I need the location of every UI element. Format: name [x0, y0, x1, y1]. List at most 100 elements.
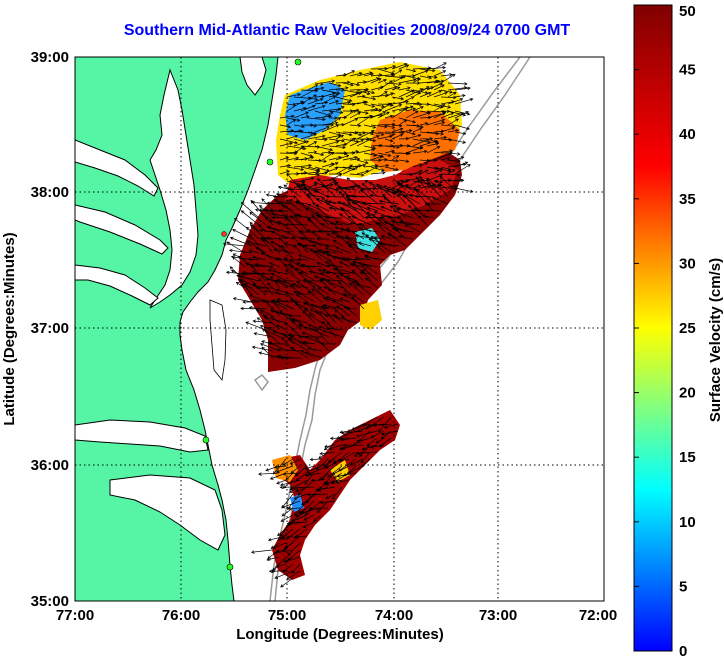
- velocity-field-south-blue: [290, 494, 304, 512]
- velocity-arrow: [285, 291, 302, 310]
- velocity-arrow: [339, 261, 351, 268]
- velocity-arrow: [325, 493, 336, 499]
- x-tick-label: 74:00: [375, 607, 413, 624]
- velocity-arrow: [419, 122, 429, 126]
- velocity-arrow: [317, 268, 330, 275]
- velocity-arrow: [301, 237, 323, 247]
- velocity-arrow: [328, 138, 345, 143]
- velocity-arrow: [328, 206, 351, 212]
- velocity-arrow: [279, 164, 292, 168]
- velocity-arrow: [304, 500, 322, 516]
- velocity-arrow: [356, 147, 376, 154]
- velocity-arrow: [433, 121, 446, 126]
- velocity-arrow: [312, 285, 330, 303]
- velocity-arrow: [377, 91, 388, 98]
- velocity-arrow: [339, 297, 351, 303]
- velocity-arrow: [356, 131, 366, 135]
- velocity-arrow: [255, 246, 274, 261]
- velocity-arrow: [346, 177, 365, 191]
- velocity-arrow: [447, 178, 463, 182]
- velocity-arrow: [289, 215, 302, 226]
- velocity-arrow: [412, 69, 429, 77]
- velocity-arrow: [324, 244, 336, 248]
- velocity-arrow: [335, 154, 350, 161]
- velocity-arrow: [387, 233, 407, 247]
- velocity-arrow: [286, 129, 302, 133]
- y-axis-label: Latitude (Degrees:Minutes): [1, 232, 18, 425]
- velocity-arrow: [261, 328, 281, 345]
- colorbar-tick-label: 10: [679, 514, 696, 531]
- velocity-arrow: [305, 465, 322, 473]
- velocity-arrow: [311, 213, 323, 226]
- velocity-arrow: [285, 269, 302, 282]
- velocity-arrow: [305, 351, 323, 359]
- velocity-arrow: [432, 196, 449, 205]
- velocity-arrow: [248, 305, 267, 310]
- velocity-arrow: [297, 184, 323, 191]
- velocity-arrow: [273, 465, 287, 469]
- velocity-arrow: [328, 162, 339, 168]
- velocity-arrow: [376, 183, 393, 198]
- velocity-arrow: [383, 423, 399, 429]
- velocity-arrow: [279, 309, 295, 324]
- velocity-arrow: [295, 486, 308, 493]
- velocity-arrow: [339, 235, 358, 240]
- velocity-arrow: [440, 73, 456, 84]
- velocity-arrow: [339, 227, 358, 233]
- x-axis-ticks: 77:00 76:00 75:00 74:00 73:00 72:00: [56, 607, 617, 624]
- velocity-arrow: [377, 131, 396, 136]
- velocity-arrow: [325, 215, 344, 220]
- velocity-arrow: [286, 117, 301, 122]
- velocity-arrow: [270, 241, 281, 247]
- colorbar-tick-label: 5: [679, 578, 687, 595]
- velocity-arrow: [433, 168, 444, 175]
- velocity-arrow: [250, 549, 273, 554]
- velocity-arrow: [440, 166, 452, 171]
- colorbar-tick-label: 0: [679, 643, 687, 659]
- velocity-arrow: [321, 111, 334, 119]
- velocity-arrow: [272, 542, 287, 549]
- velocity-arrow: [434, 179, 449, 191]
- velocity-arrow: [244, 283, 260, 296]
- velocity-arrow: [370, 430, 385, 438]
- velocity-arrow: [405, 89, 422, 95]
- velocity-arrow: [248, 249, 260, 254]
- velocity-arrow: [378, 217, 393, 226]
- velocity-arrow: [347, 244, 372, 254]
- radar-station-marker-red: [221, 231, 227, 237]
- velocity-arrow: [293, 493, 308, 500]
- velocity-arrow: [419, 169, 429, 175]
- velocity-arrow: [440, 124, 456, 128]
- velocity-arrow: [440, 173, 461, 177]
- velocity-arrow: [359, 444, 371, 458]
- velocity-arrow: [332, 240, 344, 247]
- velocity-arrow: [303, 514, 315, 521]
- velocity-arrow: [273, 549, 294, 555]
- velocity-arrow: [283, 263, 295, 275]
- velocity-arrow: [302, 302, 316, 310]
- rappahannock-river: [75, 204, 169, 255]
- velocity-arrow: [306, 229, 323, 240]
- velocity-arrow: [370, 78, 382, 84]
- velocity-arrow: [306, 193, 323, 198]
- velocity-arrow: [307, 218, 323, 233]
- velocity-arrow: [286, 134, 299, 140]
- velocity-arrow: [232, 297, 253, 303]
- velocity-arrow: [318, 465, 336, 481]
- velocity-arrow: [454, 161, 469, 168]
- velocity-arrow: [426, 145, 441, 154]
- velocity-arrow: [433, 112, 447, 119]
- velocity-arrow: [405, 107, 417, 112]
- velocity-arrow: [440, 156, 452, 161]
- velocity-arrow: [364, 215, 386, 220]
- velocity-arrow: [384, 92, 394, 98]
- velocity-arrow: [412, 127, 423, 133]
- y-tick-label: 35:00: [31, 593, 69, 610]
- velocity-arrow: [412, 105, 424, 112]
- velocity-arrow: [405, 133, 422, 140]
- velocity-arrow: [387, 215, 400, 226]
- velocity-arrow: [346, 236, 365, 254]
- velocity-arrow: [425, 208, 442, 213]
- velocity-arrow: [377, 163, 390, 168]
- velocity-arrow: [281, 500, 301, 509]
